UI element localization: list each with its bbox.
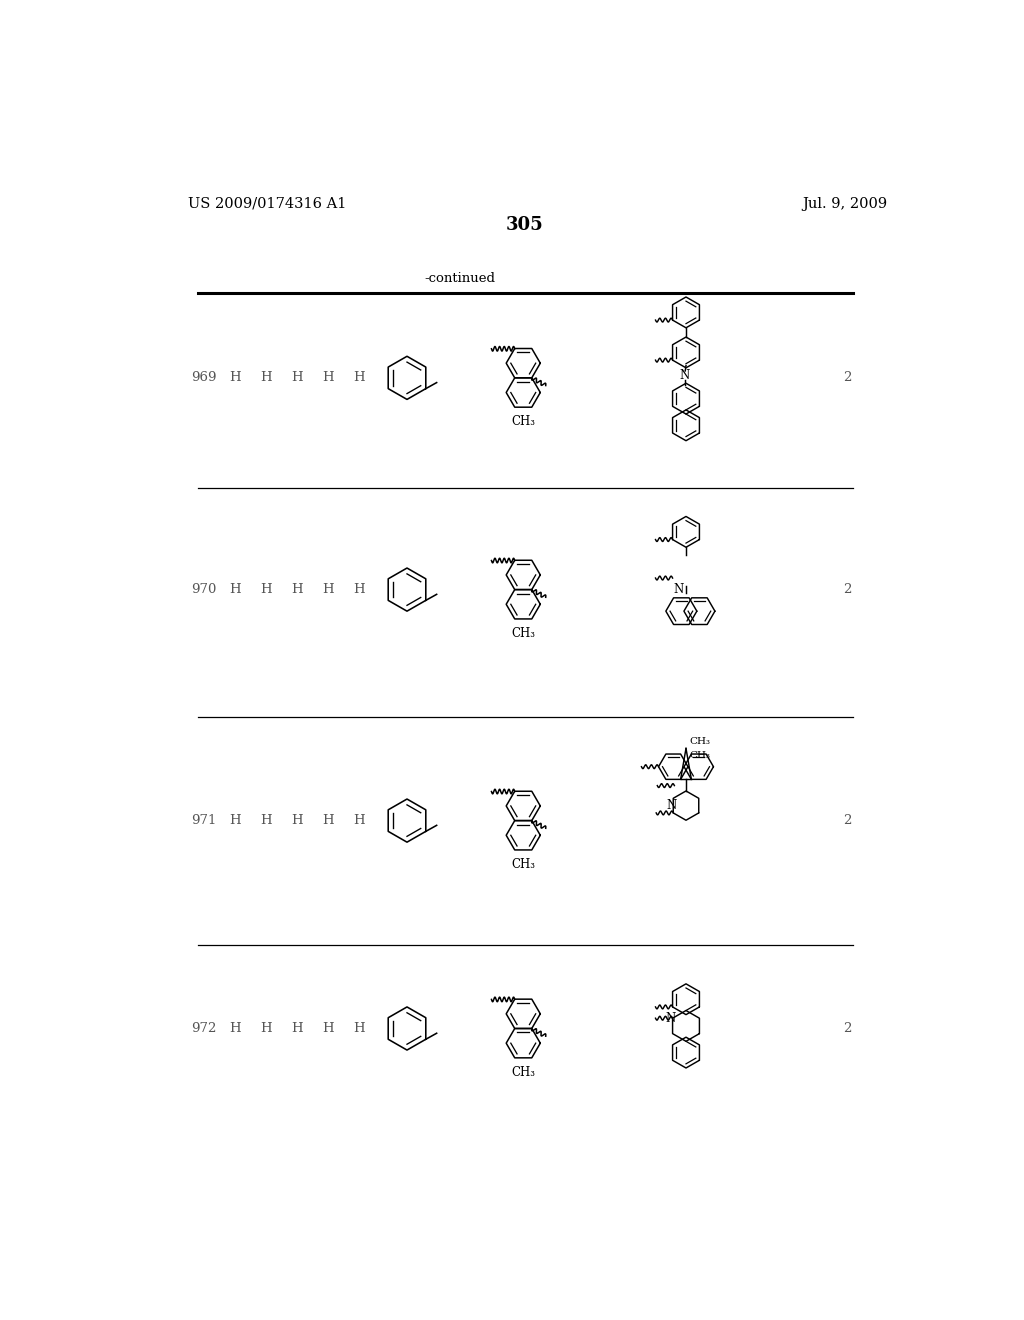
Text: H: H bbox=[353, 371, 365, 384]
Text: H: H bbox=[229, 371, 241, 384]
Text: H: H bbox=[353, 814, 365, 828]
Text: H: H bbox=[291, 583, 303, 597]
Text: CH₃: CH₃ bbox=[511, 858, 536, 871]
Text: N: N bbox=[667, 799, 677, 812]
Text: 969: 969 bbox=[191, 371, 217, 384]
Text: N: N bbox=[673, 583, 683, 597]
Text: H: H bbox=[291, 814, 303, 828]
Text: H: H bbox=[260, 1022, 271, 1035]
Text: N: N bbox=[679, 370, 689, 381]
Text: H: H bbox=[323, 1022, 334, 1035]
Text: 2: 2 bbox=[843, 371, 851, 384]
Text: CH₃: CH₃ bbox=[511, 1065, 536, 1078]
Text: CH₃: CH₃ bbox=[511, 414, 536, 428]
Text: H: H bbox=[353, 583, 365, 597]
Text: H: H bbox=[260, 583, 271, 597]
Text: 970: 970 bbox=[191, 583, 217, 597]
Text: H: H bbox=[229, 583, 241, 597]
Text: H: H bbox=[323, 814, 334, 828]
Text: N: N bbox=[666, 1011, 676, 1024]
Text: CH₃: CH₃ bbox=[690, 737, 711, 746]
Text: H: H bbox=[260, 371, 271, 384]
Text: H: H bbox=[323, 371, 334, 384]
Text: 972: 972 bbox=[191, 1022, 217, 1035]
Text: H: H bbox=[353, 1022, 365, 1035]
Text: CH₃: CH₃ bbox=[511, 627, 536, 640]
Text: 2: 2 bbox=[843, 814, 851, 828]
Text: H: H bbox=[229, 1022, 241, 1035]
Text: 305: 305 bbox=[506, 216, 544, 234]
Text: CH₃: CH₃ bbox=[690, 751, 711, 760]
Text: H: H bbox=[323, 583, 334, 597]
Text: 971: 971 bbox=[191, 814, 217, 828]
Text: 2: 2 bbox=[843, 583, 851, 597]
Text: H: H bbox=[260, 814, 271, 828]
Text: H: H bbox=[291, 371, 303, 384]
Text: H: H bbox=[291, 1022, 303, 1035]
Text: US 2009/0174316 A1: US 2009/0174316 A1 bbox=[188, 197, 347, 211]
Text: H: H bbox=[229, 814, 241, 828]
Text: 2: 2 bbox=[843, 1022, 851, 1035]
Text: Jul. 9, 2009: Jul. 9, 2009 bbox=[802, 197, 888, 211]
Text: -continued: -continued bbox=[424, 272, 495, 285]
